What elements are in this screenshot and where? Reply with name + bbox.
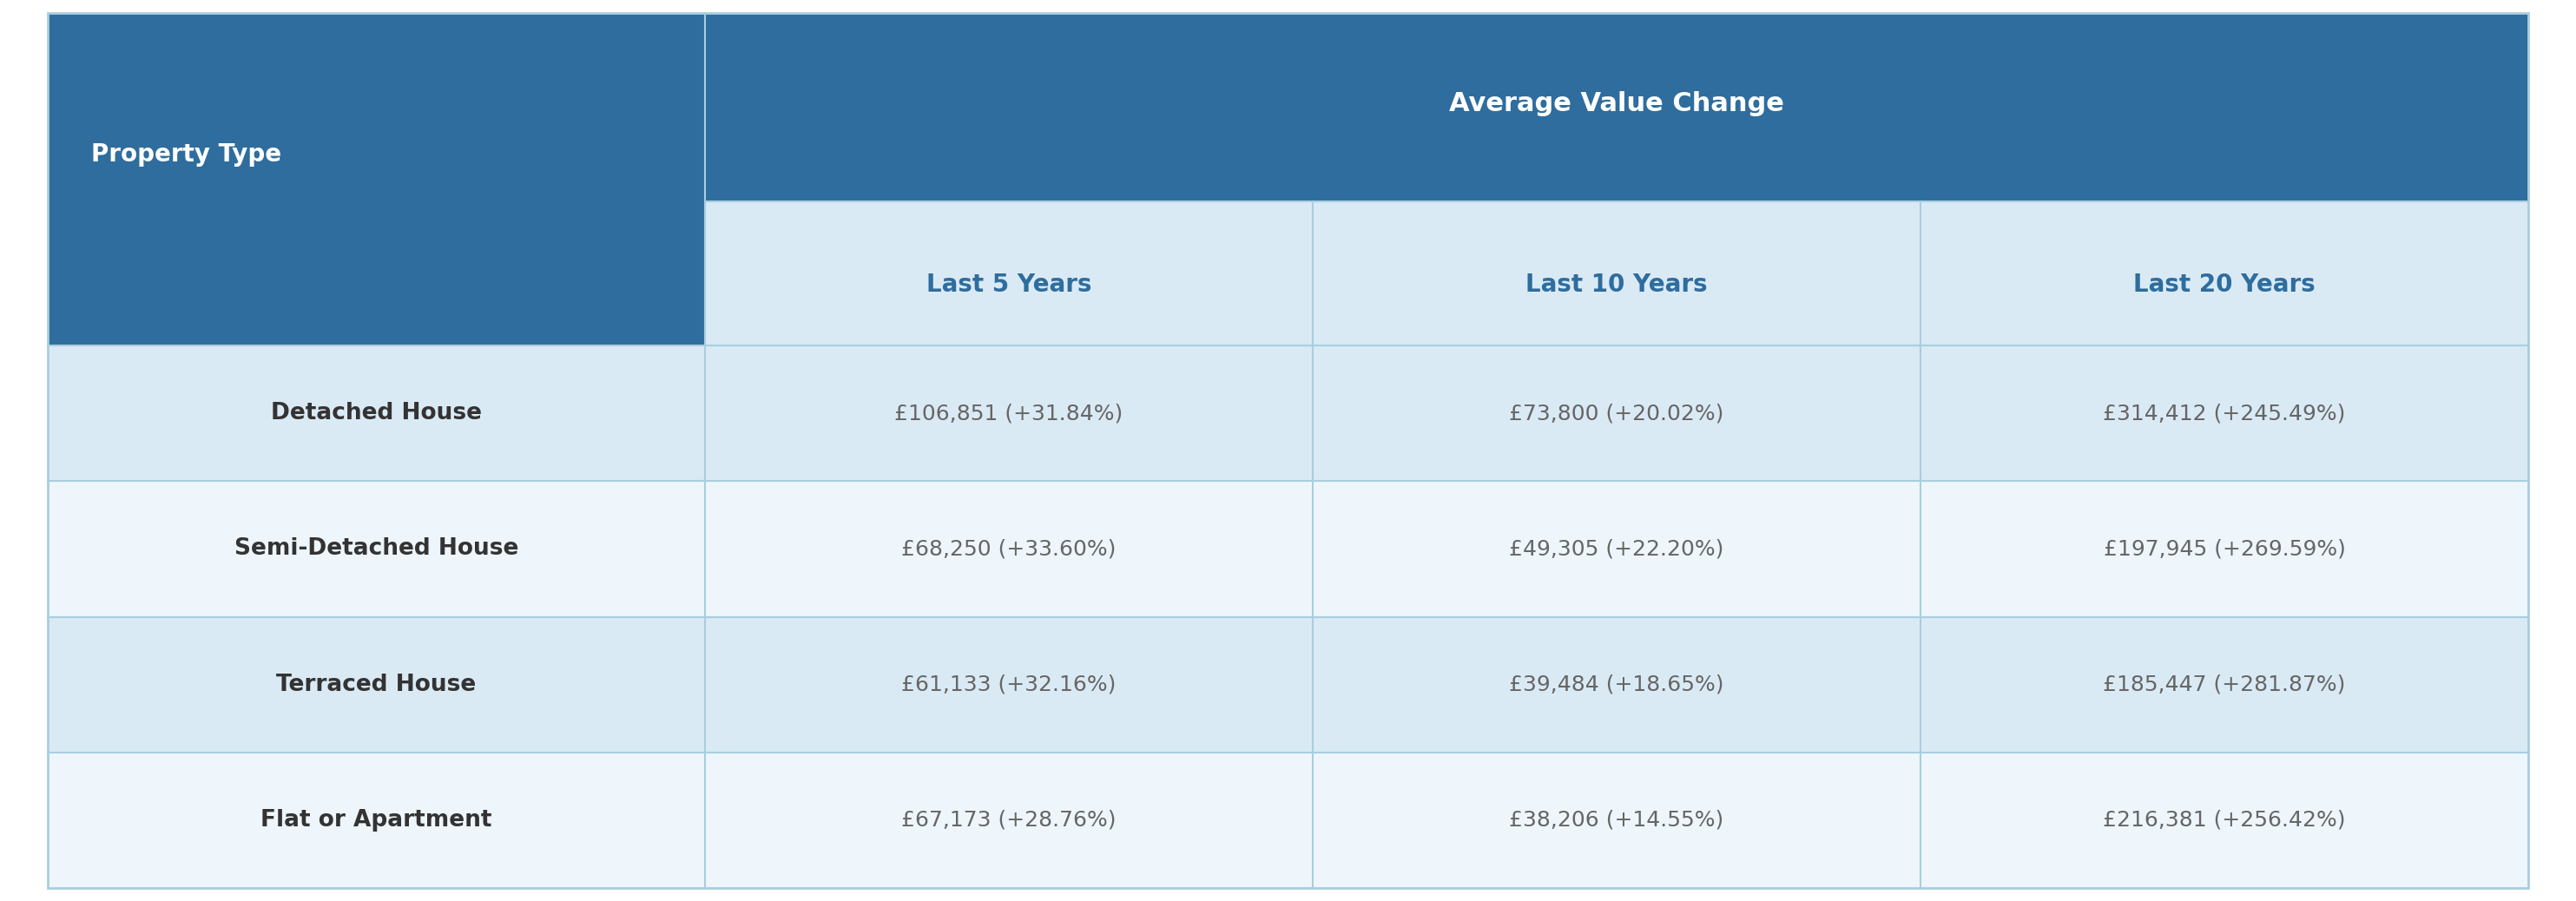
Text: Average Value Change: Average Value Change (1450, 91, 1785, 116)
Text: £49,305 (+22.20%): £49,305 (+22.20%) (1510, 539, 1723, 560)
Text: £68,250 (+33.60%): £68,250 (+33.60%) (902, 539, 1115, 560)
Text: £61,133 (+32.16%): £61,133 (+32.16%) (902, 674, 1115, 695)
Bar (706, 201, 1314, 345)
Text: £67,173 (+28.76%): £67,173 (+28.76%) (902, 810, 1115, 831)
Bar (1922, 201, 2527, 345)
Text: Last 10 Years: Last 10 Years (1525, 273, 1708, 297)
Bar (1314, 201, 1922, 345)
Bar (49, 201, 706, 345)
Text: £314,412 (+245.49%): £314,412 (+245.49%) (2102, 403, 2347, 423)
Bar (706, 345, 1314, 481)
Bar (1314, 752, 1922, 888)
Text: Terraced House: Terraced House (276, 673, 477, 696)
Text: £106,851 (+31.84%): £106,851 (+31.84%) (894, 403, 1123, 423)
Bar (706, 481, 1314, 617)
Text: £38,206 (+14.55%): £38,206 (+14.55%) (1510, 810, 1723, 831)
Text: £216,381 (+256.42%): £216,381 (+256.42%) (2102, 810, 2347, 831)
Bar (706, 617, 1314, 752)
Text: £197,945 (+269.59%): £197,945 (+269.59%) (2105, 539, 2347, 560)
Bar (1314, 481, 1922, 617)
Text: £39,484 (+18.65%): £39,484 (+18.65%) (1510, 674, 1723, 695)
Bar (706, 752, 1314, 888)
Text: Detached House: Detached House (270, 402, 482, 424)
Text: £73,800 (+20.02%): £73,800 (+20.02%) (1510, 403, 1723, 423)
Bar (1922, 752, 2527, 888)
Bar (49, 345, 706, 481)
Text: £185,447 (+281.87%): £185,447 (+281.87%) (2102, 674, 2347, 695)
Bar (1314, 617, 1922, 752)
Bar (49, 481, 706, 617)
Text: Last 5 Years: Last 5 Years (927, 273, 1092, 297)
Text: Semi-Detached House: Semi-Detached House (234, 538, 518, 560)
Bar (49, 617, 706, 752)
Bar (49, 752, 706, 888)
Bar (1922, 617, 2527, 752)
Bar (1922, 345, 2527, 481)
Text: Flat or Apartment: Flat or Apartment (260, 809, 492, 832)
Bar (49, 13, 2527, 201)
Bar (1922, 481, 2527, 617)
Text: Last 20 Years: Last 20 Years (2133, 273, 2316, 297)
Text: Property Type: Property Type (90, 142, 281, 167)
Bar (1314, 345, 1922, 481)
